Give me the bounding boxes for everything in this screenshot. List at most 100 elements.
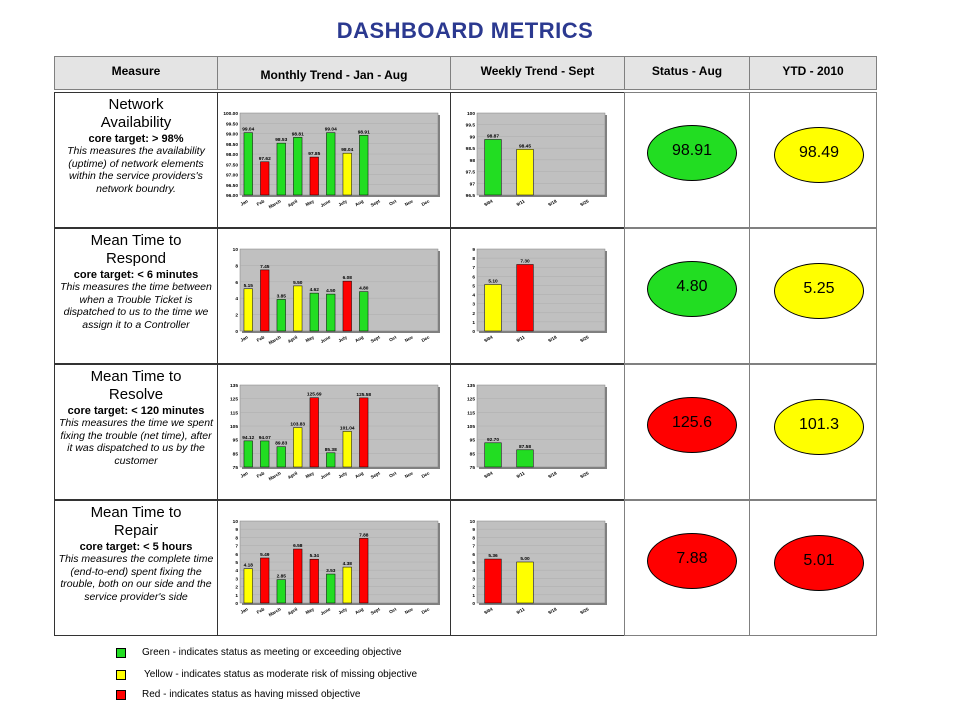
bar <box>260 269 270 332</box>
x-tick-label: Sept <box>370 470 381 479</box>
y-tick-label: 4 <box>472 568 475 574</box>
bar <box>243 288 253 332</box>
x-tick-label: Nov <box>404 470 414 479</box>
y-tick-label: 99.00 <box>226 132 238 138</box>
y-tick-label: 9 <box>235 527 238 533</box>
bar-value-label: 4.18 <box>244 563 254 569</box>
core-target: core target: < 5 hours <box>79 541 193 553</box>
x-tick-label: Nov <box>404 198 414 207</box>
x-tick-label: Jan <box>240 334 249 342</box>
weekly-trend-cell: 10 9 8 7 6 5 4 3 2 1 0 9/04 9/11 9/18 9/25 5.36 5.00 <box>450 500 625 636</box>
metric-description: This measures the complete time (end-to-… <box>58 553 214 603</box>
y-tick-label: 99.50 <box>226 121 238 127</box>
bar-value-label: 3.85 <box>277 293 287 299</box>
x-tick-label: April <box>287 335 298 344</box>
x-tick-label: 9/11 <box>516 470 526 479</box>
bar-chart: 100 99.5 99 98.5 98 97.5 97 96.5 9/04 9/11 9/18 9/2… <box>466 111 607 207</box>
y-tick-label: 10 <box>470 519 476 525</box>
bar <box>243 132 253 196</box>
bar-value-label: 5.36 <box>488 553 498 559</box>
monthly-trend-cell: 100.00 99.50 99.00 98.50 98.00 97.50 97.00 96.5… <box>217 92 451 228</box>
bar-value-label: 5.10 <box>488 279 498 285</box>
x-tick-label: July <box>337 606 348 615</box>
bar-value-label: 6.08 <box>343 275 353 281</box>
y-tick-label: 125 <box>467 397 475 403</box>
bar-value-label: 85.38 <box>325 447 337 453</box>
bar <box>326 132 336 196</box>
bar-value-label: 5.50 <box>293 280 303 286</box>
y-tick-label: 10 <box>233 247 239 253</box>
x-tick-label: Dec <box>421 334 431 343</box>
monthly-trend-chart: 100.00 99.50 99.00 98.50 98.00 97.50 97.00 96.5… <box>220 107 442 217</box>
y-tick-label: 1 <box>235 593 238 599</box>
y-tick-label: 10 <box>233 519 239 525</box>
ytd-indicator: 101.3 <box>774 399 864 455</box>
y-tick-label: 97.5 <box>466 170 476 176</box>
core-target: core target: < 120 minutes <box>67 405 205 417</box>
x-tick-label: Feb <box>256 198 266 206</box>
bar-value-label: 4.80 <box>359 286 369 292</box>
y-tick-label: 7 <box>472 544 475 550</box>
y-tick-label: 7 <box>235 544 238 550</box>
bar <box>484 139 502 196</box>
x-tick-label: 9/25 <box>579 198 590 207</box>
y-tick-label: 75 <box>233 465 239 471</box>
bar <box>359 538 369 604</box>
bar <box>326 573 336 604</box>
bar <box>243 440 253 468</box>
measure-cell: Mean Time to Resolve core target: < 120 m… <box>54 364 218 500</box>
y-tick-label: 0 <box>235 329 238 335</box>
weekly-trend-chart: 9 8 7 6 5 4 3 2 1 0 9/04 9/11 9/18 9/25 5.10 7.30 <box>457 243 609 353</box>
x-tick-label: April <box>287 471 298 480</box>
x-tick-label: Nov <box>404 334 414 343</box>
y-tick-label: 97.50 <box>226 162 238 168</box>
y-tick-label: 8 <box>235 263 238 269</box>
x-tick-label: Aug <box>354 198 364 207</box>
monthly-trend-cell: 135 125 115 105 95 85 75 Jan Feb March April May Jun… <box>217 364 451 500</box>
y-tick-label: 2 <box>472 585 475 591</box>
x-tick-label: Oct <box>388 198 397 206</box>
bar <box>293 548 303 604</box>
metric-description: This measures the time we spent fixing t… <box>58 417 214 467</box>
legend-text: Red - indicates status as having missed … <box>142 689 361 700</box>
y-tick-label: 6 <box>235 552 238 558</box>
y-tick-label: 99.5 <box>466 123 476 129</box>
bar <box>516 449 534 468</box>
legend-text: Yellow - indicates status as moderate ri… <box>144 669 418 680</box>
x-tick-label: 9/04 <box>483 198 494 207</box>
y-tick-label: 8 <box>472 535 475 541</box>
metric-title: Network Availability <box>100 96 172 131</box>
bar <box>293 427 303 468</box>
status-indicator: 125.6 <box>647 397 737 453</box>
bar-value-label: 98.87 <box>487 133 499 139</box>
x-tick-label: 9/11 <box>516 198 526 207</box>
x-tick-label: Feb <box>256 606 266 614</box>
bar <box>260 557 270 604</box>
ytd-cell: 5.01 <box>749 500 877 636</box>
header-monthly-trend: Monthly Trend - Jan - Aug <box>217 56 451 90</box>
bar-value-label: 5.49 <box>260 552 270 558</box>
bar <box>276 446 286 468</box>
bar <box>309 558 319 604</box>
bar-value-label: 103.83 <box>290 422 305 428</box>
bar-value-label: 5.00 <box>520 556 530 562</box>
x-tick-label: 9/11 <box>516 606 526 615</box>
y-tick-label: 97 <box>470 181 476 187</box>
ytd-indicator: 98.49 <box>774 127 864 183</box>
bar <box>516 149 534 196</box>
x-tick-label: April <box>287 607 298 616</box>
monthly-trend-chart: 135 125 115 105 95 85 75 Jan Feb March April May Jun… <box>220 379 442 489</box>
bar <box>516 561 534 604</box>
y-tick-label: 98 <box>470 158 476 164</box>
bar-value-label: 7.88 <box>359 532 369 538</box>
monthly-trend-cell: 10 8 6 4 2 0 Jan Feb March April May June July Aug Sep… <box>217 228 451 364</box>
x-tick-label: 9/25 <box>579 470 590 479</box>
y-tick-label: 1 <box>472 593 475 599</box>
x-tick-label: 9/04 <box>483 606 494 615</box>
x-tick-label: Sept <box>370 198 381 207</box>
y-tick-label: 85 <box>233 451 239 457</box>
header-measure: Measure <box>54 56 218 90</box>
y-tick-label: 4 <box>235 296 238 302</box>
